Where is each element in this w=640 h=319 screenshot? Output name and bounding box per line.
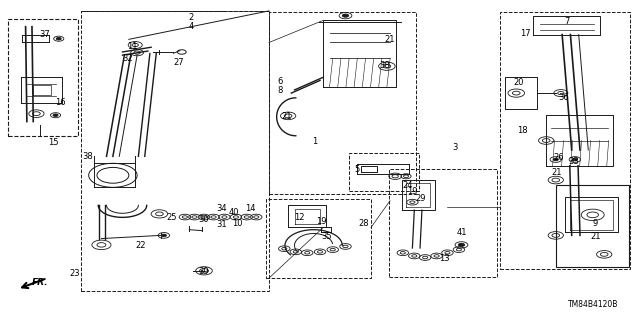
Text: 33: 33	[568, 157, 579, 166]
Text: 4: 4	[189, 22, 194, 31]
Text: 19: 19	[316, 217, 326, 226]
Text: 35: 35	[321, 232, 332, 241]
Circle shape	[458, 243, 465, 247]
Text: 7: 7	[564, 18, 570, 26]
Text: 32: 32	[122, 54, 133, 63]
Circle shape	[56, 37, 61, 40]
Text: 13: 13	[439, 254, 449, 263]
Text: 21: 21	[590, 232, 600, 241]
Text: 18: 18	[517, 126, 528, 135]
Text: 22: 22	[135, 241, 145, 250]
Text: 3: 3	[452, 143, 458, 152]
Text: 20: 20	[513, 78, 524, 86]
Circle shape	[572, 158, 577, 161]
Text: 24: 24	[403, 181, 413, 190]
Circle shape	[342, 14, 349, 17]
Text: 16: 16	[54, 98, 65, 107]
Text: 11: 11	[127, 42, 137, 51]
Text: 15: 15	[49, 137, 59, 147]
Circle shape	[53, 114, 58, 116]
Text: 39: 39	[198, 267, 209, 276]
Text: 38: 38	[380, 61, 390, 70]
Text: 41: 41	[456, 228, 467, 237]
Text: 25: 25	[166, 212, 177, 222]
Text: 31: 31	[216, 220, 227, 229]
Text: 1: 1	[312, 137, 317, 146]
Text: 21: 21	[552, 168, 563, 177]
Text: 9: 9	[593, 219, 598, 228]
Text: FR.: FR.	[31, 278, 48, 287]
Text: 17: 17	[520, 29, 531, 38]
Text: 38: 38	[83, 152, 93, 161]
Text: 23: 23	[69, 270, 80, 278]
Text: 21: 21	[281, 112, 291, 121]
Text: 29: 29	[415, 194, 426, 203]
Text: 5: 5	[355, 165, 360, 174]
Text: 2: 2	[189, 13, 194, 22]
Text: 26: 26	[554, 153, 564, 162]
Text: 28: 28	[358, 219, 369, 228]
Text: 14: 14	[244, 204, 255, 213]
Text: 34: 34	[216, 204, 227, 213]
Text: 27: 27	[173, 58, 184, 67]
Text: 36: 36	[558, 93, 569, 102]
Circle shape	[553, 158, 558, 161]
Text: 37: 37	[39, 30, 50, 39]
Text: 40: 40	[228, 208, 239, 217]
Circle shape	[161, 234, 166, 237]
Text: 6: 6	[277, 77, 282, 85]
Text: 19: 19	[407, 187, 418, 196]
Text: 30: 30	[198, 215, 209, 224]
Text: 12: 12	[294, 212, 305, 222]
Text: 21: 21	[385, 35, 396, 44]
Text: 10: 10	[232, 219, 243, 228]
Text: TM84B4120B: TM84B4120B	[568, 300, 618, 309]
Text: 8: 8	[277, 86, 282, 95]
